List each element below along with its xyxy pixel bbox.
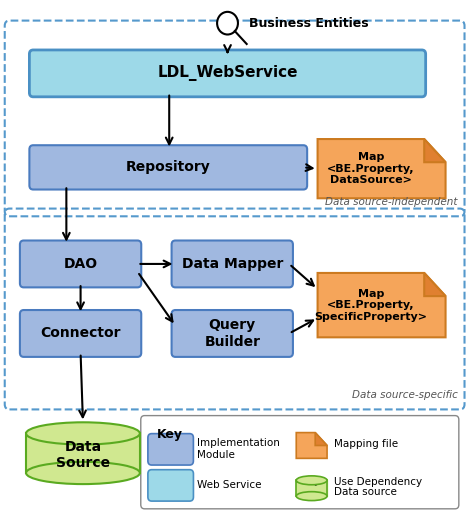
Polygon shape (424, 139, 446, 162)
FancyBboxPatch shape (148, 470, 193, 501)
FancyBboxPatch shape (148, 434, 193, 465)
Ellipse shape (296, 492, 327, 501)
FancyBboxPatch shape (20, 310, 141, 357)
FancyBboxPatch shape (29, 50, 426, 97)
FancyBboxPatch shape (29, 145, 307, 190)
Text: Map
<BE.Property,
SpecificProperty>: Map <BE.Property, SpecificProperty> (314, 288, 428, 322)
Text: Mapping file: Mapping file (334, 439, 398, 449)
Text: Web Service: Web Service (197, 480, 261, 490)
Circle shape (217, 12, 238, 35)
Text: Key: Key (156, 428, 182, 441)
FancyBboxPatch shape (172, 310, 293, 357)
Polygon shape (318, 273, 446, 337)
FancyBboxPatch shape (141, 416, 459, 509)
Text: Data
Source: Data Source (56, 440, 110, 470)
Polygon shape (315, 433, 327, 445)
Text: DAO: DAO (64, 257, 98, 271)
Text: LDL_WebService: LDL_WebService (157, 65, 298, 81)
FancyBboxPatch shape (172, 241, 293, 287)
Text: Implementation
Module: Implementation Module (197, 438, 280, 460)
Text: Data source: Data source (334, 487, 397, 497)
Text: Business Entities: Business Entities (249, 16, 368, 30)
Polygon shape (318, 139, 446, 198)
Text: Data Mapper: Data Mapper (182, 257, 283, 271)
Polygon shape (296, 433, 327, 458)
Text: Data source-specific: Data source-specific (352, 390, 457, 400)
Text: Connector: Connector (40, 327, 121, 340)
Text: Query
Builder: Query Builder (204, 318, 260, 349)
Text: Map
<BE.Property,
DataSource>: Map <BE.Property, DataSource> (327, 152, 415, 185)
Text: Data source-independent: Data source-independent (325, 197, 457, 207)
Text: Use Dependency: Use Dependency (334, 476, 422, 487)
Polygon shape (424, 273, 446, 296)
Ellipse shape (26, 462, 140, 484)
Text: Repository: Repository (126, 160, 210, 175)
FancyBboxPatch shape (20, 241, 141, 287)
Ellipse shape (296, 476, 327, 485)
Ellipse shape (26, 422, 140, 444)
